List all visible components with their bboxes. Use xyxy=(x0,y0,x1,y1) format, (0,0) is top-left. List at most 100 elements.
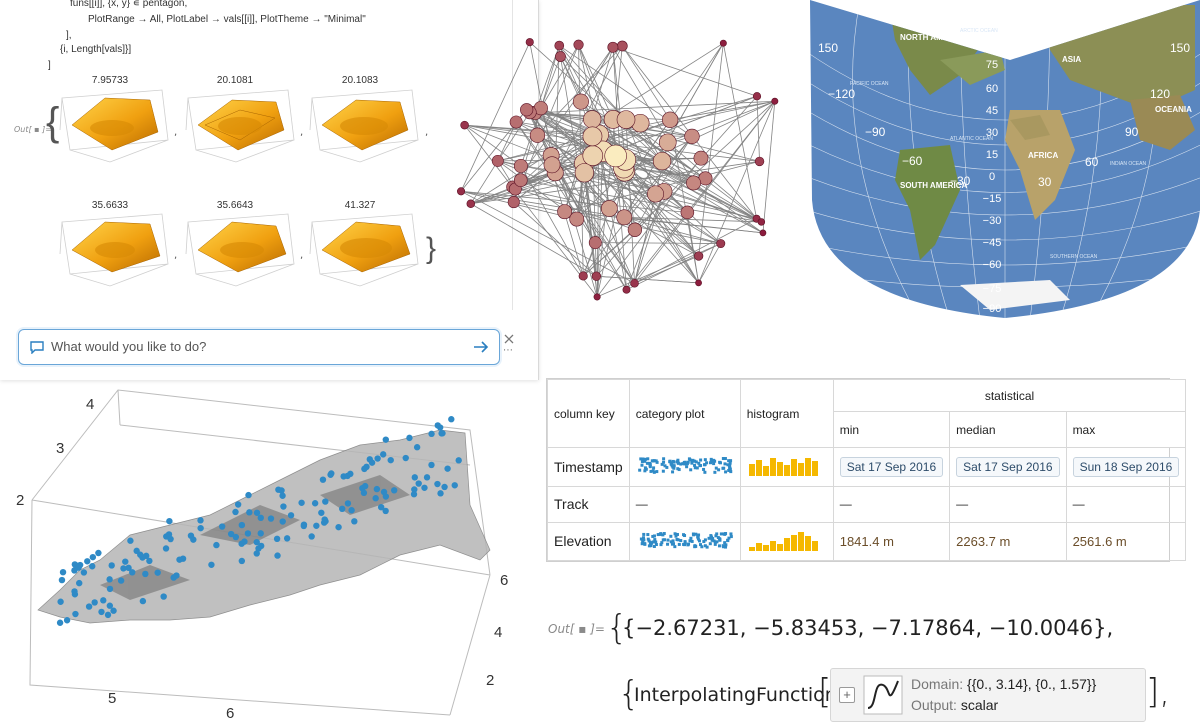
list-values[interactable]: {−2.67231, −5.83453, −7.17864, −10.0046}… xyxy=(622,616,1114,640)
category-mark xyxy=(649,470,653,474)
header-category-plot[interactable]: category plot xyxy=(628,378,741,449)
code-line[interactable]: ], xyxy=(66,30,72,41)
code-line[interactable]: ] xyxy=(48,60,51,71)
graph-edge xyxy=(592,118,762,223)
header-histogram[interactable]: histogram xyxy=(739,378,834,449)
graph-edge xyxy=(464,124,598,298)
interpolating-function-summary[interactable]: + Domain: {{0., 3.14}, {0., 1.57}} Outpu… xyxy=(830,668,1146,722)
code-line[interactable]: funs[[i]], {x, y} ∊ pentagon, xyxy=(70,0,188,9)
category-mark xyxy=(662,538,666,542)
scatter-point xyxy=(139,597,147,605)
table-row[interactable]: Track — — — — xyxy=(547,485,1187,523)
scatter-point xyxy=(241,538,248,545)
graph-edge xyxy=(686,212,699,283)
south-america-shape xyxy=(895,145,960,260)
scatter-point xyxy=(232,533,240,541)
category-mark xyxy=(698,458,702,462)
header-statistical[interactable]: statistical xyxy=(832,378,1187,413)
category-mark xyxy=(641,457,645,461)
function-curve-icon xyxy=(863,675,903,715)
assistant-input[interactable]: What would you like to do? xyxy=(18,329,500,365)
ocean-label: ARCTIC OCEAN xyxy=(960,28,998,34)
scatter-point xyxy=(100,597,107,604)
code-line[interactable]: PlotRange → All, PlotLabel → vals[[i]], … xyxy=(88,14,366,25)
histogram-cell[interactable] xyxy=(739,447,834,487)
plot-label: 7.95733 xyxy=(91,75,129,86)
y-tick: 2 xyxy=(486,672,494,689)
scatter-point xyxy=(387,456,394,464)
category-mark xyxy=(684,465,688,469)
expand-icon[interactable]: + xyxy=(839,687,855,703)
category-mark xyxy=(643,469,647,473)
scatter-point xyxy=(438,430,445,437)
scatter-point xyxy=(218,523,226,530)
graph-edge xyxy=(634,255,699,284)
table-row[interactable]: Elevation 1841.4 m 2263.7 m 2561.6 m xyxy=(547,521,1187,562)
submit-arrow-icon[interactable] xyxy=(473,340,489,354)
scatter-point xyxy=(411,474,418,481)
elevation-3d-plot[interactable]: 4 3 2 6 4 2 5 6 xyxy=(0,385,540,720)
category-mark xyxy=(714,467,718,471)
graph-edge xyxy=(612,119,706,179)
lon-label: −30 xyxy=(950,174,971,188)
graph-edge xyxy=(464,124,522,167)
lat-label: −60 xyxy=(983,259,1002,271)
surface-plots[interactable]: ,,, ,, xyxy=(0,0,538,330)
code-line[interactable]: {i, Length[vals]}] xyxy=(60,44,132,55)
lat-label: −15 xyxy=(983,193,1002,205)
assistant-placeholder[interactable]: What would you like to do? xyxy=(51,339,207,354)
min-value: 1841.4 m xyxy=(832,521,951,562)
lon-label: 30 xyxy=(1038,175,1052,189)
category-mark xyxy=(714,532,718,536)
graph-edge xyxy=(670,100,775,121)
category-mark xyxy=(723,462,727,466)
category-mark xyxy=(681,542,685,546)
category-mark xyxy=(713,542,717,546)
graph-edge xyxy=(460,190,635,284)
graph-edge xyxy=(470,172,585,205)
table-row[interactable]: Timestamp Sat 17 Sep 2016 Sat 17 Sep 201… xyxy=(547,447,1187,487)
row-name: Elevation xyxy=(547,521,630,562)
more-icon[interactable]: ⋯ xyxy=(503,345,513,356)
min-date[interactable]: Sat 17 Sep 2016 xyxy=(839,456,944,477)
continent-label: SOUTH AMERICA xyxy=(900,181,967,190)
category-mark xyxy=(669,540,673,544)
category-mark xyxy=(696,537,700,541)
cell-bracket[interactable] xyxy=(512,0,519,310)
max-date[interactable]: Sun 18 Sep 2016 xyxy=(1072,456,1180,477)
graph-node xyxy=(684,128,700,145)
world-map[interactable]: NORTH AMERICA ASIA AFRICA SOUTH AMERICA … xyxy=(810,0,1200,320)
median-date[interactable]: Sat 17 Sep 2016 xyxy=(956,456,1060,477)
header-max[interactable]: max xyxy=(1065,411,1187,449)
category-mark xyxy=(688,468,692,472)
scatter-point xyxy=(455,457,462,464)
category-mark xyxy=(727,464,731,468)
category-mark xyxy=(698,542,702,546)
graph-node xyxy=(578,271,588,281)
func-open-brace: { xyxy=(618,674,640,714)
header-min[interactable]: min xyxy=(832,411,951,449)
header-median[interactable]: median xyxy=(949,411,1067,449)
graph-edge xyxy=(623,136,693,218)
graph-edge xyxy=(583,172,635,284)
histogram-cell[interactable] xyxy=(739,521,834,562)
scatter-point xyxy=(428,430,435,438)
scatter-point xyxy=(351,518,358,525)
category-mark xyxy=(713,540,717,544)
dataset-table[interactable]: column key category plot histogram stati… xyxy=(546,378,1187,562)
category-mark xyxy=(686,542,690,546)
category-mark xyxy=(639,457,643,461)
category-mark xyxy=(721,457,725,461)
header-column-key[interactable]: column key xyxy=(547,378,630,449)
scatter-point xyxy=(104,611,112,619)
category-mark xyxy=(680,462,684,466)
category-mark xyxy=(646,532,650,536)
network-graph[interactable] xyxy=(425,0,805,320)
close-icon[interactable] xyxy=(503,333,515,345)
scatter-point xyxy=(322,498,329,505)
graph-node xyxy=(694,251,704,261)
category-plot-cell[interactable] xyxy=(628,447,741,487)
category-mark xyxy=(671,542,675,546)
category-plot-cell[interactable] xyxy=(628,521,741,562)
category-mark xyxy=(665,466,669,470)
